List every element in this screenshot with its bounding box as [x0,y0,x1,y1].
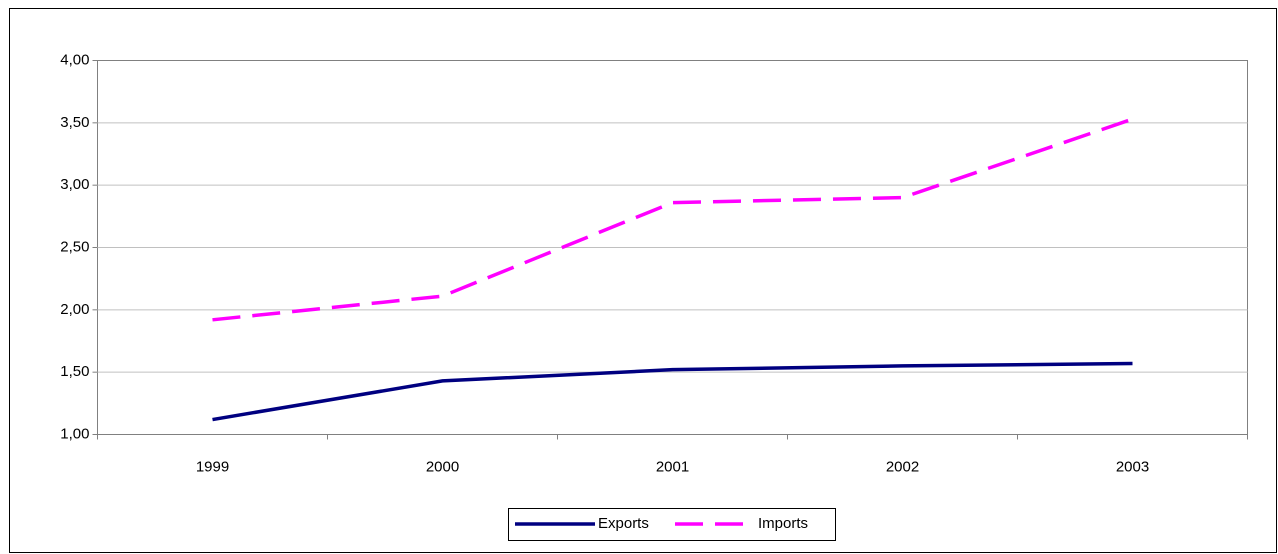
y-tick-label: 4,00 [60,51,89,68]
y-tick-label: 1,50 [60,363,89,380]
y-tick-label: 3,00 [60,176,89,193]
x-tick-label: 2002 [886,458,919,475]
y-tick-label: 3,50 [60,114,89,131]
x-tick-label: 1999 [196,458,229,475]
legend-label: Exports [598,515,649,532]
series-line [212,361,1133,422]
x-tick-label: 2003 [1116,458,1149,475]
y-tick-label: 1,00 [60,425,89,442]
legend-label: Imports [758,515,808,532]
x-tick-label: 2001 [656,458,689,475]
y-tick-label: 2,50 [60,238,89,255]
y-tick-label: 2,00 [60,301,89,318]
x-tick-label: 2000 [426,458,459,475]
